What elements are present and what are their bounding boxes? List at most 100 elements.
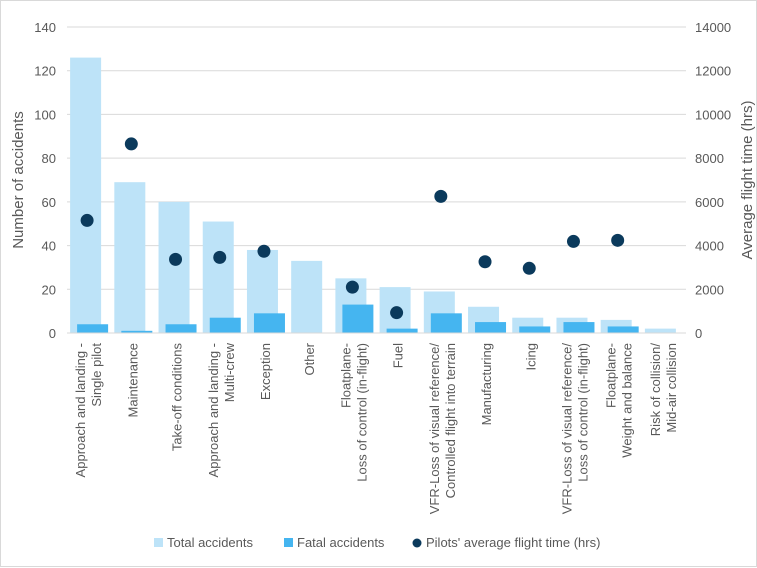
- legend-item-flight-time[interactable]: Pilots' average flight time (hrs): [412, 535, 601, 550]
- bar-fatal-accidents[interactable]: [77, 324, 109, 333]
- legend-swatch-fatal: [284, 538, 293, 547]
- y-tick-label: 40: [42, 239, 56, 254]
- bar-fatal-accidents[interactable]: [342, 304, 374, 333]
- x-category-label-line: Mid-air collision: [664, 343, 679, 433]
- y-tick-label: 120: [34, 64, 56, 79]
- point-flight-time[interactable]: [390, 306, 404, 320]
- x-category-label-line: Approach and landing -: [206, 343, 221, 477]
- bar-fatal-accidents[interactable]: [121, 330, 153, 333]
- x-category-label-line: Fuel: [391, 343, 406, 368]
- point-flight-time[interactable]: [566, 234, 580, 248]
- point-flight-time[interactable]: [124, 137, 138, 151]
- x-category-label-line: VFR-Loss of visual reference/: [427, 343, 442, 515]
- x-category-label-line: Approach and landing -: [73, 343, 88, 477]
- y2-tick-label: 6000: [695, 195, 724, 210]
- x-category-label: Icing: [523, 343, 538, 370]
- bar-fatal-accidents[interactable]: [519, 326, 551, 333]
- x-category-label-line: Risk of collision/: [648, 343, 663, 437]
- y-tick-label: 20: [42, 282, 56, 297]
- point-flight-time[interactable]: [345, 280, 359, 294]
- y-axis-left-title: Number of accidents: [10, 111, 27, 249]
- legend-item-total[interactable]: Total accidents: [154, 535, 253, 550]
- x-category-label-line: Floatplane-: [338, 343, 353, 408]
- point-flight-time[interactable]: [80, 213, 94, 227]
- x-category-label-line: Exception: [258, 343, 273, 400]
- point-flight-time[interactable]: [169, 252, 183, 266]
- y-tick-label: 100: [34, 107, 56, 122]
- y-tick-label: 140: [34, 20, 56, 35]
- bar-total-accidents[interactable]: [114, 182, 146, 333]
- x-category-label: VFR-Loss of visual reference/Controlled …: [427, 343, 458, 515]
- x-category-label: Approach and landing - Single pilot: [73, 343, 104, 478]
- y-axis-left-ticks: 0 20 40 60 80 100 120 140: [34, 20, 56, 341]
- bar-fatal-accidents[interactable]: [475, 322, 507, 333]
- y-tick-label: 0: [49, 326, 56, 341]
- flight-time-dots: [80, 137, 625, 320]
- x-category-label: Approach and landing - Multi-crew: [206, 342, 237, 477]
- bar-fatal-accidents[interactable]: [607, 326, 639, 333]
- x-category-label-line: Other: [302, 342, 317, 375]
- legend: Total accidents Fatal accidents Pilots' …: [154, 535, 600, 550]
- x-axis-category-labels: Approach and landing - Single pilot Mainte…: [73, 342, 679, 514]
- bar-fatal-accidents[interactable]: [165, 324, 197, 333]
- y-tick-label: 80: [42, 151, 56, 166]
- y2-tick-label: 12000: [695, 64, 731, 79]
- x-category-label-line: Maintenance: [125, 343, 140, 417]
- y2-tick-label: 0: [695, 326, 702, 341]
- x-category-label-line: Floatplane-: [604, 343, 619, 408]
- x-category-label-line: Take-off conditions: [170, 343, 185, 452]
- bar-fatal-accidents[interactable]: [563, 322, 595, 333]
- y2-tick-label: 2000: [695, 282, 724, 297]
- x-category-label-line: Weight and balance: [620, 343, 635, 458]
- fatal-accidents-bars: [77, 304, 639, 333]
- y-tick-label: 60: [42, 195, 56, 210]
- x-category-label-line: Multi-crew: [222, 342, 237, 402]
- bar-total-accidents[interactable]: [202, 221, 234, 333]
- legend-label-total: Total accidents: [167, 535, 253, 550]
- x-category-label: VFR-Loss of visual reference/Loss of con…: [559, 343, 590, 515]
- legend-label-fatal: Fatal accidents: [297, 535, 385, 550]
- x-category-label: Risk of collision/Mid-air collision: [648, 343, 679, 437]
- x-category-label: Other: [302, 342, 317, 375]
- x-category-label-line: VFR-Loss of visual reference/: [559, 343, 574, 515]
- x-category-label-line: Single pilot: [89, 343, 104, 407]
- x-category-label-line: Manufacturing: [479, 343, 494, 425]
- y2-tick-label: 10000: [695, 107, 731, 122]
- bar-fatal-accidents[interactable]: [430, 313, 462, 333]
- x-category-label: Manufacturing: [479, 343, 494, 425]
- x-category-label-line: Loss of control (in-flight): [354, 343, 369, 482]
- point-flight-time[interactable]: [213, 250, 227, 264]
- legend-swatch-total: [154, 538, 163, 547]
- point-flight-time[interactable]: [478, 255, 492, 269]
- y2-tick-label: 8000: [695, 151, 724, 166]
- bar-total-accidents[interactable]: [70, 57, 102, 333]
- bar-fatal-accidents[interactable]: [386, 328, 418, 333]
- bar-fatal-accidents[interactable]: [209, 317, 241, 333]
- total-accidents-bars: [70, 57, 676, 333]
- bar-total-accidents[interactable]: [291, 260, 323, 333]
- y2-tick-label: 14000: [695, 20, 731, 35]
- x-category-label: Take-off conditions: [170, 343, 185, 452]
- y-axis-right-ticks: 0 2000 4000 6000 8000 10000 12000 14000: [695, 20, 731, 341]
- point-flight-time[interactable]: [434, 189, 448, 203]
- point-flight-time[interactable]: [257, 244, 271, 258]
- bar-total-accidents[interactable]: [158, 201, 190, 333]
- y2-tick-label: 4000: [695, 239, 724, 254]
- x-category-label: Exception: [258, 343, 273, 400]
- bar-total-accidents[interactable]: [644, 328, 676, 333]
- y-axis-right-title: Average flight time (hrs): [739, 101, 756, 260]
- legend-item-fatal[interactable]: Fatal accidents: [284, 535, 385, 550]
- bar-fatal-accidents[interactable]: [253, 313, 285, 333]
- legend-marker-flight-time: [412, 538, 422, 548]
- x-category-label: Fuel: [391, 343, 406, 368]
- x-category-label: Floatplane- Weight and balance: [604, 343, 635, 458]
- point-flight-time[interactable]: [611, 233, 625, 247]
- x-category-label-line: Controlled flight into terrain: [443, 343, 458, 498]
- legend-label-flight-time: Pilots' average flight time (hrs): [426, 535, 600, 550]
- x-category-label: Maintenance: [125, 343, 140, 417]
- x-category-label-line: Loss of control (in-flight): [575, 343, 590, 482]
- point-flight-time[interactable]: [522, 261, 536, 275]
- x-category-label-line: Icing: [523, 343, 538, 370]
